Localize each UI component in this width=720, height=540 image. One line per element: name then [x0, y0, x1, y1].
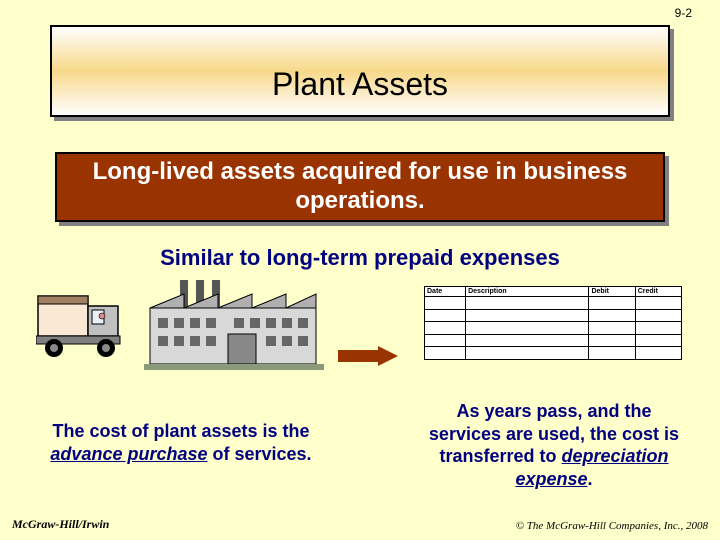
- right-caption-post: .: [588, 469, 593, 489]
- left-caption-emph: advance purchase: [50, 444, 207, 464]
- col-description: Description: [466, 287, 589, 297]
- left-caption-post: of services.: [208, 444, 312, 464]
- copyright-label: © The McGraw-Hill Companies, Inc., 2008: [516, 520, 708, 532]
- right-caption: As years pass, and the services are used…: [424, 400, 684, 490]
- graphics-row: Date Description Debit Credit: [36, 280, 684, 390]
- table-row: [425, 309, 682, 322]
- table-header-row: Date Description Debit Credit: [425, 287, 682, 297]
- col-date: Date: [425, 287, 466, 297]
- title-box: Plant Assets: [50, 25, 670, 117]
- page-title: Plant Assets: [272, 66, 448, 103]
- arrow-right-icon: [338, 346, 398, 366]
- definition-box: Long-lived assets acquired for use in bu…: [55, 152, 665, 222]
- left-caption-pre: The cost of plant assets is the: [52, 421, 309, 441]
- ledger-table: Date Description Debit Credit: [424, 286, 682, 360]
- subhead: Similar to long-term prepaid expenses: [0, 245, 720, 271]
- table-row: [425, 322, 682, 335]
- truck-icon: [36, 290, 126, 360]
- table-row: [425, 334, 682, 347]
- table-row: [425, 297, 682, 310]
- factory-icon: [144, 280, 324, 372]
- col-debit: Debit: [589, 287, 635, 297]
- publisher-label: McGraw-Hill/Irwin: [12, 517, 109, 532]
- col-credit: Credit: [635, 287, 681, 297]
- left-caption: The cost of plant assets is the advance …: [36, 420, 326, 465]
- table-row: [425, 347, 682, 360]
- slide-number: 9-2: [675, 6, 692, 20]
